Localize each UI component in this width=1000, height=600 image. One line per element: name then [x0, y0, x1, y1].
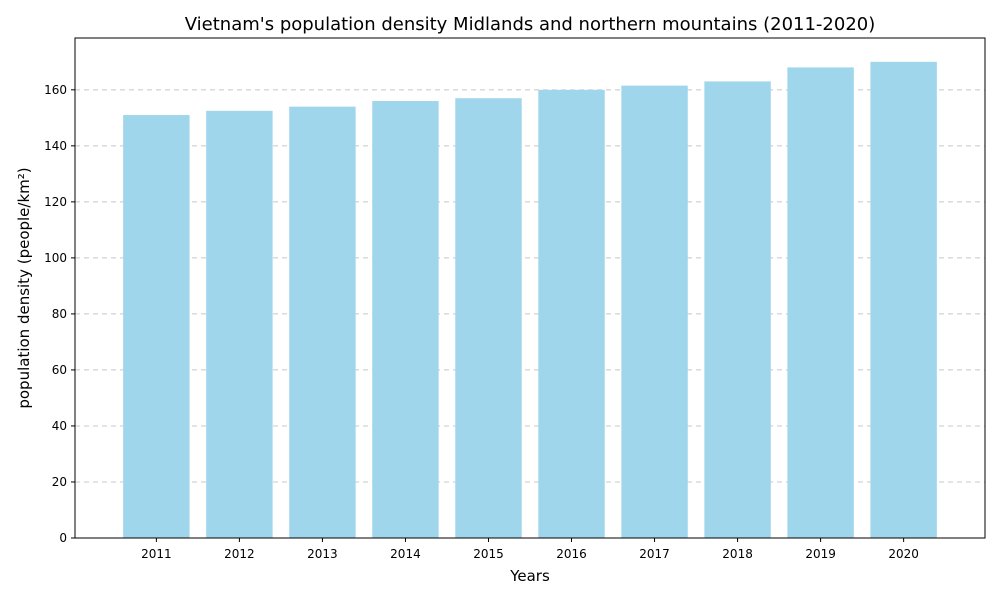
bar: [621, 85, 688, 538]
bar: [372, 101, 439, 538]
y-tick-label: 140: [44, 139, 67, 153]
bars: [123, 61, 937, 539]
x-tick-label: 2012: [224, 547, 255, 561]
x-tick-label: 2017: [639, 547, 670, 561]
bar: [455, 98, 522, 538]
x-tick-label: 2011: [141, 547, 172, 561]
x-tick-label: 2013: [307, 547, 338, 561]
bar: [704, 81, 771, 539]
chart-title: Vietnam's population density Midlands an…: [185, 14, 876, 35]
y-axis-label: population density (people/km²): [15, 167, 33, 408]
x-tick-label: 2019: [805, 547, 836, 561]
y-tick-label: 0: [59, 531, 67, 545]
x-axis: 2011 2012 2013 2014 2015 2016 2017 2018 2019 2020: [141, 538, 919, 561]
x-tick-label: 2015: [473, 547, 504, 561]
x-axis-label: Years: [509, 567, 550, 585]
bar: [123, 115, 190, 538]
x-tick-label: 2018: [722, 547, 753, 561]
bar: [206, 110, 273, 538]
y-axis: 0 20 40 60 80 100 120 140 160: [44, 83, 75, 545]
y-tick-label: 20: [52, 475, 67, 489]
bar: [787, 67, 854, 538]
bar: [289, 106, 356, 539]
bar: [538, 89, 605, 538]
y-tick-label: 120: [44, 195, 67, 209]
y-tick-label: 60: [52, 363, 67, 377]
y-tick-label: 80: [52, 307, 67, 321]
x-tick-label: 2014: [390, 547, 421, 561]
x-tick-label: 2020: [888, 547, 919, 561]
y-tick-label: 100: [44, 251, 67, 265]
plot-area-frame: [74, 37, 986, 539]
y-tick-label: 40: [52, 419, 67, 433]
bar: [870, 61, 937, 539]
x-tick-label: 2016: [556, 547, 587, 561]
y-tick-label: 160: [44, 83, 67, 97]
